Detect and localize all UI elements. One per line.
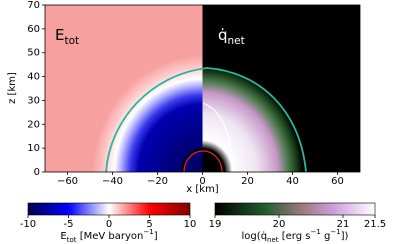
colorbar-tick-label: 19 xyxy=(209,219,222,230)
white-contour xyxy=(202,102,233,172)
ns-contour xyxy=(183,150,223,173)
colorbar-label: log(q̇net [erg s−1 g−1]) xyxy=(242,228,349,244)
annotation: q̇net xyxy=(218,26,245,48)
colorbar-tick-label: -5 xyxy=(64,219,74,230)
x-tick-label: −40 xyxy=(102,176,123,187)
colorbar-tick-label: 20 xyxy=(273,219,286,230)
x-tick-label: 40 xyxy=(286,176,299,187)
y-axis-label: z [km] xyxy=(7,72,18,104)
colorbar-tick-label: 21 xyxy=(337,219,350,230)
colorbar-tick-label: 21.5 xyxy=(364,219,386,230)
y-tick-label: 30 xyxy=(27,95,40,106)
colorbar-tick-label: 0 xyxy=(106,219,112,230)
y-tick-label: 10 xyxy=(27,143,40,154)
core-contour xyxy=(181,148,225,173)
heating-field xyxy=(202,5,360,172)
x-tick-label: 20 xyxy=(241,176,254,187)
y-tick-label: 20 xyxy=(27,119,40,130)
y-tick-label: 70 xyxy=(27,0,40,11)
colorbar-label: Etot [MeV baryon−1] xyxy=(60,228,157,244)
energy-field xyxy=(45,5,203,172)
heatmap xyxy=(44,4,361,173)
y-tick-label: 0 xyxy=(34,167,40,178)
x-tick-label: 0 xyxy=(199,176,205,187)
colorbar-tick-label: -10 xyxy=(20,219,36,230)
colorbar-tick-label: 10 xyxy=(184,219,197,230)
colorbar-tick-label: 5 xyxy=(146,219,152,230)
shock-contour xyxy=(105,67,307,173)
x-axis-label: x [km] xyxy=(186,184,219,195)
x-tick-label: −60 xyxy=(57,176,78,187)
colorbar xyxy=(214,202,376,216)
y-tick-label: 60 xyxy=(27,24,40,35)
annotation: Etot xyxy=(55,26,79,48)
x-tick-label: −20 xyxy=(147,176,168,187)
x-tick-label: 60 xyxy=(331,176,344,187)
y-tick-label: 50 xyxy=(27,48,40,59)
colorbar xyxy=(27,202,191,216)
y-tick-label: 40 xyxy=(27,72,40,83)
